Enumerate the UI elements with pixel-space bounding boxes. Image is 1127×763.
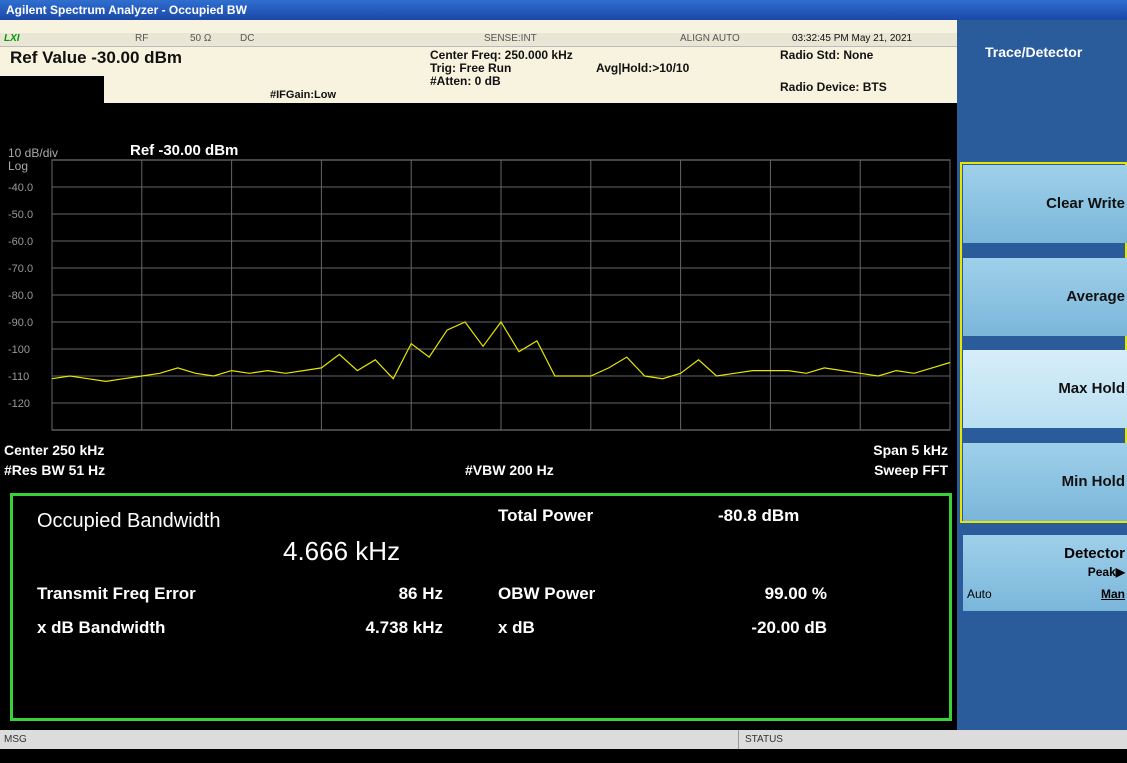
menu-title: Trace/Detector — [985, 44, 1083, 60]
impedance: 50 Ω — [190, 33, 212, 44]
atten: #Atten: 0 dB — [430, 74, 501, 88]
y-tick-label: -60.0 — [8, 236, 33, 248]
avg-hold: Avg|Hold:>10/10 — [596, 61, 690, 75]
align: ALIGN AUTO — [680, 33, 740, 44]
trace — [51, 320, 951, 383]
scale-type: Log — [8, 159, 28, 173]
average-key[interactable]: Average — [963, 258, 1127, 336]
status-row: LXI RF 50 Ω DC SENSE:INT ALIGN AUTO 03:3… — [0, 33, 957, 47]
clear-write-key[interactable]: Clear Write — [963, 165, 1127, 243]
total-power: -80.8 dBm — [718, 506, 800, 525]
scale-div: 10 dB/div — [8, 146, 58, 160]
meas-value: 99.00 % — [764, 584, 827, 603]
min-hold-key[interactable]: Min Hold — [963, 443, 1127, 521]
msg: MSG — [4, 734, 27, 745]
ref-value: Ref Value -30.00 dBm — [10, 48, 182, 67]
radio-device: Radio Device: BTS — [780, 80, 887, 94]
window-title: Agilent Spectrum Analyzer - Occupied BW — [0, 0, 1127, 20]
y-tick-label: -90.0 — [8, 317, 33, 329]
meas-value: 4.738 kHz — [365, 618, 444, 637]
center-label: Center 250 kHz — [4, 442, 104, 458]
meas-title: Occupied Bandwidth — [37, 510, 221, 532]
meas-label: x dB Bandwidth — [37, 618, 166, 637]
span-label: Span 5 kHz — [873, 442, 948, 458]
y-tick-label: -80.0 — [8, 290, 33, 302]
y-tick-label: -50.0 — [8, 209, 33, 221]
lxi: LXI — [4, 33, 20, 44]
footer: MSG STATUS — [0, 730, 1127, 749]
measurement-panel: Occupied Bandwidth 4.666 kHz Total Power… — [10, 493, 952, 721]
ref-level: Ref -30.00 dBm — [130, 142, 238, 159]
max-hold-key[interactable]: Max Hold — [963, 350, 1127, 428]
center-freq: Center Freq: 250.000 kHz — [430, 48, 573, 62]
meas-label: x dB — [498, 618, 535, 637]
sense: SENSE:INT — [484, 33, 537, 44]
meas-label: OBW Power — [498, 584, 596, 603]
trig: Trig: Free Run — [430, 61, 512, 75]
detector-value: Peak▶ — [1087, 565, 1125, 579]
menu-group — [960, 162, 1127, 523]
detector-key[interactable]: Detector Peak▶ Auto Man — [963, 535, 1127, 611]
sweep-label: Sweep FFT — [874, 462, 948, 478]
y-tick-label: -120 — [8, 398, 30, 410]
plot-bg — [0, 103, 957, 491]
meas-label: Transmit Freq Error — [37, 584, 196, 603]
status: STATUS — [738, 730, 783, 749]
vbw-label: #VBW 200 Hz — [465, 462, 554, 478]
total-power-label: Total Power — [498, 506, 594, 525]
meas-value: -20.00 dB — [751, 618, 827, 637]
if-gain: #IFGain:Low — [270, 89, 336, 101]
y-tick-label: -110 — [8, 371, 29, 383]
datetime: 03:32:45 PM May 21, 2021 — [792, 33, 913, 44]
detector-auto: Auto — [967, 587, 992, 601]
detector-man: Man — [1101, 587, 1125, 601]
obw-value: 4.666 kHz — [283, 536, 401, 566]
detector-label: Detector — [1064, 545, 1125, 562]
y-tick-label: -70.0 — [8, 263, 33, 275]
meas-value: 86 Hz — [398, 584, 443, 603]
rf: RF — [135, 33, 149, 44]
y-tick-label: -100 — [8, 344, 30, 356]
y-tick-label: -40.0 — [8, 182, 33, 194]
res-bw-label: #Res BW 51 Hz — [4, 462, 105, 478]
radio-std: Radio Std: None — [780, 48, 874, 62]
ref-box — [0, 76, 104, 103]
spectrum-plot: 10 dB/div Ref -30.00 dBm Log Center 250 … — [0, 103, 957, 491]
coupling: DC — [240, 33, 255, 44]
